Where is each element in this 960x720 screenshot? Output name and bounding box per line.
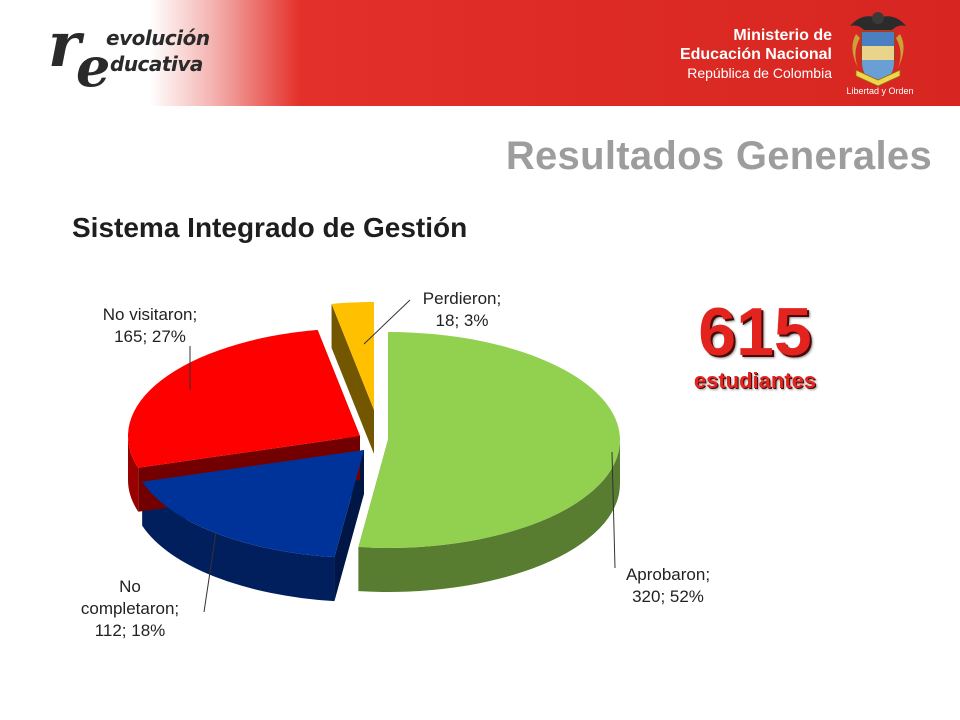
data-label-no-visitaron: No visitaron; 165; 27% bbox=[103, 305, 197, 346]
pie-slice-wall-no-completaron-0 bbox=[142, 481, 335, 602]
logo-letter-r: r bbox=[48, 8, 81, 81]
chart-subtitle: Sistema Integrado de Gestión bbox=[72, 212, 468, 243]
page-title: Resultados Generales bbox=[505, 134, 932, 178]
logo-text-line2: ducativa bbox=[110, 52, 203, 76]
pie-tops bbox=[127, 302, 621, 558]
data-label-perdieron: Perdieron; 18; 3% bbox=[423, 289, 501, 330]
colombia-coat-of-arms-icon bbox=[850, 12, 906, 87]
total-number: 615 bbox=[698, 294, 812, 370]
data-labels: Aprobaron; 320; 52% No completaron; 112; 18%… bbox=[81, 289, 710, 640]
leader-line-aprobaron bbox=[611, 451, 616, 569]
pie-slice-radial-perdieron-0 bbox=[331, 303, 374, 454]
ministry-line2: Educación Nacional bbox=[679, 46, 832, 63]
pie-slice-wall-aprobaron-0 bbox=[358, 440, 620, 592]
header-banner: r e evolución ducativa Ministerio de Edu… bbox=[0, 0, 960, 106]
ministry-line3: República de Colombia bbox=[687, 65, 832, 81]
pie-slice-wall-no-visitaron-0 bbox=[128, 436, 139, 512]
revolucion-educativa-logo: r e evolución ducativa bbox=[48, 8, 248, 99]
pie-slice-no-completaron bbox=[142, 450, 364, 558]
pie-slice-perdieron bbox=[331, 302, 374, 410]
motto-text: Libertad y Orden bbox=[846, 86, 914, 96]
data-label-no-completaron: No completaron; 112; 18% bbox=[81, 577, 179, 640]
ministry-name: Ministerio de Educación Nacional Repúbli… bbox=[672, 26, 832, 82]
logo-letter-e: e bbox=[76, 35, 111, 99]
total-label: estudiantes bbox=[693, 368, 817, 393]
leader-line-no-completaron bbox=[203, 531, 217, 613]
logo-text-line1: evolución bbox=[106, 26, 210, 50]
leader-line-perdieron bbox=[363, 299, 411, 345]
pie-slice-no-visitaron bbox=[127, 329, 360, 468]
total-students: 615 estudiantes bbox=[660, 296, 850, 394]
ministry-line1: Ministerio de bbox=[733, 27, 832, 44]
data-label-aprobaron: Aprobaron; 320; 52% bbox=[626, 565, 710, 606]
pie-slice-aprobaron bbox=[358, 332, 621, 548]
